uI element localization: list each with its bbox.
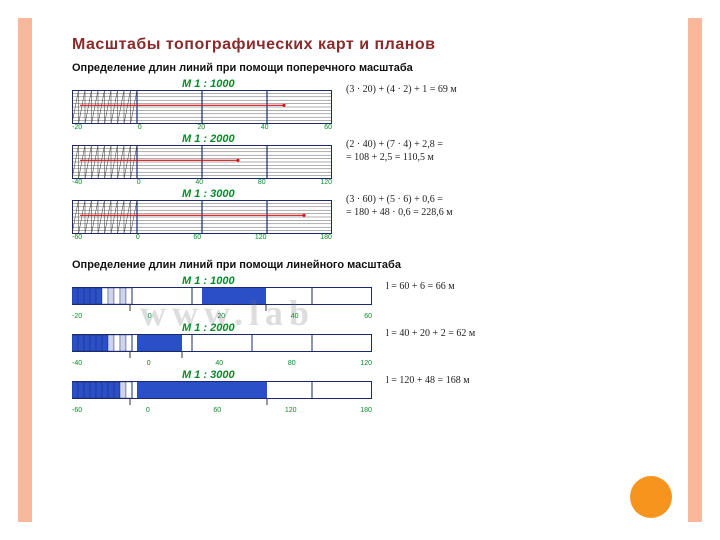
page-title: Масштабы топографических карт и планов: [72, 36, 660, 54]
tick-label: 120: [255, 234, 267, 241]
tick-label: 40: [215, 360, 223, 367]
tick-label: 0: [137, 179, 141, 186]
tick-label: -40: [72, 179, 82, 186]
tick-label: 60: [193, 234, 201, 241]
formula-text: (3 · 60) + (5 · 6) + 0,6 = = 180 + 48 · …: [346, 194, 453, 219]
tick-label: 120: [360, 360, 372, 367]
section2-list: М 1 : 1000-200204060l = 60 + 6 = 66 мМ 1…: [60, 275, 660, 414]
frame-right: [688, 18, 702, 522]
tick-label: 40: [261, 124, 269, 131]
linear-ruler: [72, 287, 372, 313]
tick-label: 20: [217, 313, 225, 320]
tick-label: 180: [320, 234, 332, 241]
tick-label: 40: [195, 179, 203, 186]
formula-text: (3 · 20) + (4 · 2) + 1 = 69 м: [346, 84, 457, 97]
scale-label: М 1 : 3000: [182, 369, 235, 381]
tick-label: -20: [72, 124, 82, 131]
tick-label: -20: [72, 313, 82, 320]
tick-label: -60: [72, 234, 82, 241]
formula-text: l = 40 + 20 + 2 = 62 м: [386, 328, 475, 341]
formula-text: l = 60 + 6 = 66 м: [386, 281, 455, 294]
tick-label: 120: [285, 407, 297, 414]
tick-label: 60: [364, 313, 372, 320]
linear-row: М 1 : 3000 -60 0 60 120 180 l = 120 + 48 = 168…: [72, 369, 660, 414]
tick-label: 20: [197, 124, 205, 131]
tick-label: 0: [148, 313, 152, 320]
tick-label: 60: [213, 407, 221, 414]
tick-label: 0: [138, 124, 142, 131]
slide-content: Масштабы топографических карт и планов О…: [60, 30, 660, 510]
tick-label: 180: [360, 407, 372, 414]
tick-label: -40: [72, 360, 82, 367]
scale-label: М 1 : 1000: [182, 275, 235, 287]
transversal-ruler: [72, 90, 332, 124]
tick-label: 0: [136, 234, 140, 241]
transversal-row: М 1 : 3000 -60 0 60 120 180 (3 · 60) + (5 · 6)…: [72, 188, 660, 241]
scale-label: М 1 : 2000: [182, 322, 235, 334]
linear-row: М 1 : 1000 -20 0 20 40 60 l = 60 + 6 = 66 м: [72, 275, 660, 320]
section1-heading: Определение длин линий при помощи попере…: [72, 62, 660, 74]
tick-label: 0: [147, 360, 151, 367]
section2-heading: Определение длин линий при помощи линейн…: [72, 259, 660, 271]
tick-label: 60: [324, 124, 332, 131]
tick-label: 40: [291, 313, 299, 320]
transversal-row: М 1 : 1000 -20 0 20 40 60 (3 · 20) + (4 · 2) +…: [72, 78, 660, 131]
tick-label: 120: [320, 179, 332, 186]
formula-text: l = 120 + 48 = 168 м: [386, 375, 470, 388]
transversal-ruler: [72, 145, 332, 179]
scale-label: М 1 : 3000: [182, 188, 235, 200]
tick-label: -60: [72, 407, 82, 414]
frame-left: [18, 18, 32, 522]
tick-label: 80: [288, 360, 296, 367]
linear-ruler: [72, 381, 372, 407]
transversal-ruler: [72, 200, 332, 234]
scale-label: М 1 : 2000: [182, 133, 235, 145]
section1-list: М 1 : 1000 -20 0 20 40 60 (3 · 20) + (4 · 2) +…: [60, 78, 660, 241]
tick-label: 80: [258, 179, 266, 186]
tick-label: 0: [146, 407, 150, 414]
linear-ruler: [72, 334, 372, 360]
transversal-row: М 1 : 2000 -40 0 40 80 120 (2 · 40) + (7 · 4) …: [72, 133, 660, 186]
scale-label: М 1 : 1000: [182, 78, 235, 90]
linear-row: М 1 : 2000 -40 0 40 80 120 l = 40 + 20 + 2 = 6…: [72, 322, 660, 367]
formula-text: (2 · 40) + (7 · 4) + 2,8 = = 108 + 2,5 =…: [346, 139, 443, 164]
